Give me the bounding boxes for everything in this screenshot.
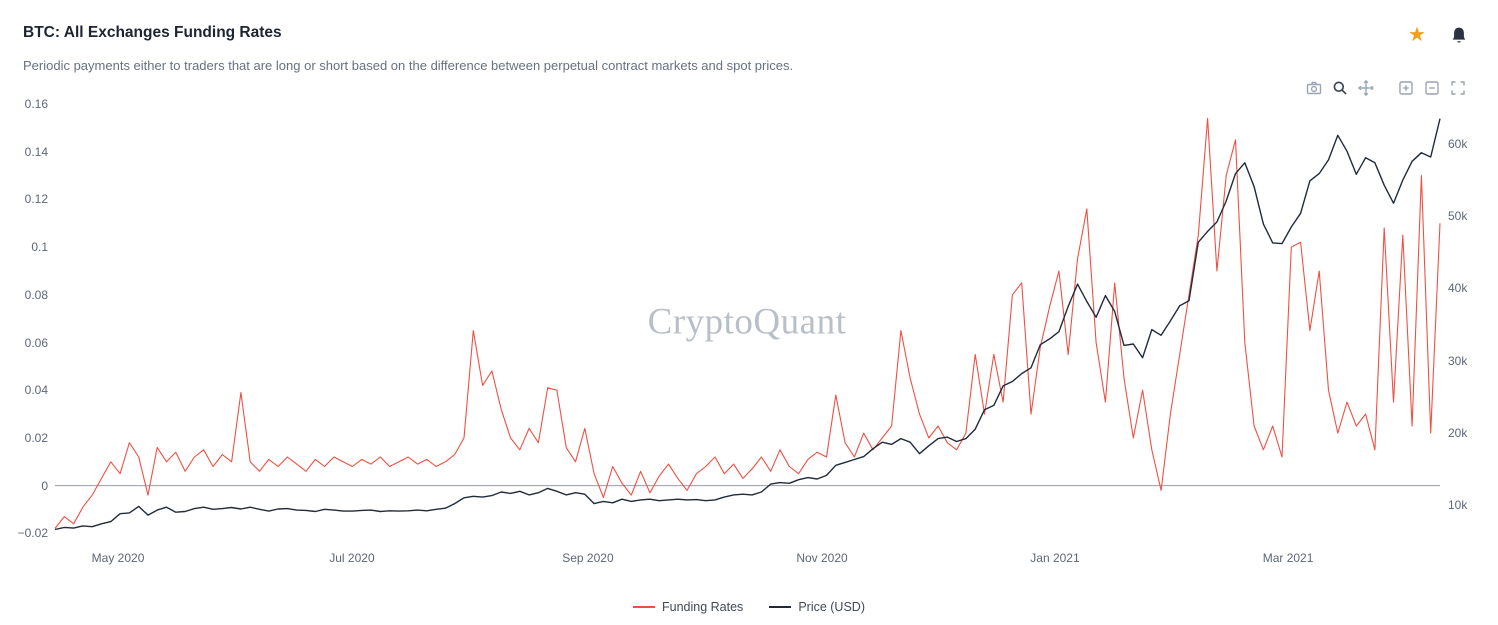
zoom-out-icon[interactable] — [1422, 78, 1442, 98]
page-title: BTC: All Exchanges Funding Rates — [23, 24, 282, 41]
y-axis-tick-label: 0.04 — [24, 383, 48, 398]
y-axis-tick-label: 30k — [1448, 353, 1468, 368]
favorite-button[interactable]: ★ — [1402, 20, 1432, 50]
header-actions: ★ — [1402, 20, 1474, 50]
bell-icon — [1452, 27, 1466, 43]
legend-item-price-usd[interactable]: Price (USD) — [769, 600, 865, 614]
autoscale-icon[interactable] — [1448, 78, 1468, 98]
funding-rates-line — [54, 117, 1441, 529]
legend-label-funding: Funding Rates — [662, 600, 744, 614]
y-axis-tick-label: −0.02 — [17, 526, 48, 541]
y-axis-tick-label: 0.08 — [24, 287, 48, 302]
star-icon: ★ — [1408, 24, 1426, 46]
camera-icon[interactable] — [1304, 78, 1324, 98]
zoom-in-icon[interactable] — [1396, 78, 1416, 98]
y-axis-tick-label: 10k — [1448, 498, 1468, 512]
y-axis-tick-label: 0.16 — [24, 97, 48, 111]
chart-legend: Funding Rates Price (USD) — [0, 600, 1498, 614]
legend-line-sample-funding — [633, 606, 655, 608]
y-axis-tick-label: 0.02 — [24, 430, 48, 445]
legend-item-funding-rates[interactable]: Funding Rates — [633, 600, 743, 614]
y-axis-tick-label: 40k — [1448, 281, 1468, 296]
y-axis-tick-label: 0.14 — [24, 144, 48, 159]
y-axis-tick-label: 0.06 — [24, 335, 48, 350]
y-axis-tick-label: 60k — [1448, 137, 1468, 151]
price-line — [54, 118, 1441, 531]
chart-subtitle: Periodic payments either to traders that… — [23, 58, 794, 73]
zoom-icon[interactable] — [1330, 78, 1350, 98]
y-axis-tick-label: 50k — [1448, 209, 1468, 224]
legend-line-sample-price — [769, 606, 792, 608]
notifications-button[interactable] — [1444, 20, 1474, 50]
pan-icon[interactable] — [1356, 78, 1376, 98]
chart-toolbar — [1304, 78, 1468, 98]
plot-canvas[interactable] — [54, 95, 1441, 555]
y-axis-tick-label: 0.1 — [31, 240, 48, 255]
legend-label-price: Price (USD) — [798, 600, 865, 614]
y-axis-tick-label: 0.12 — [24, 192, 48, 207]
y-axis-tick-label: 20k — [1448, 425, 1468, 440]
y-axis-tick-label: 0 — [41, 478, 48, 493]
